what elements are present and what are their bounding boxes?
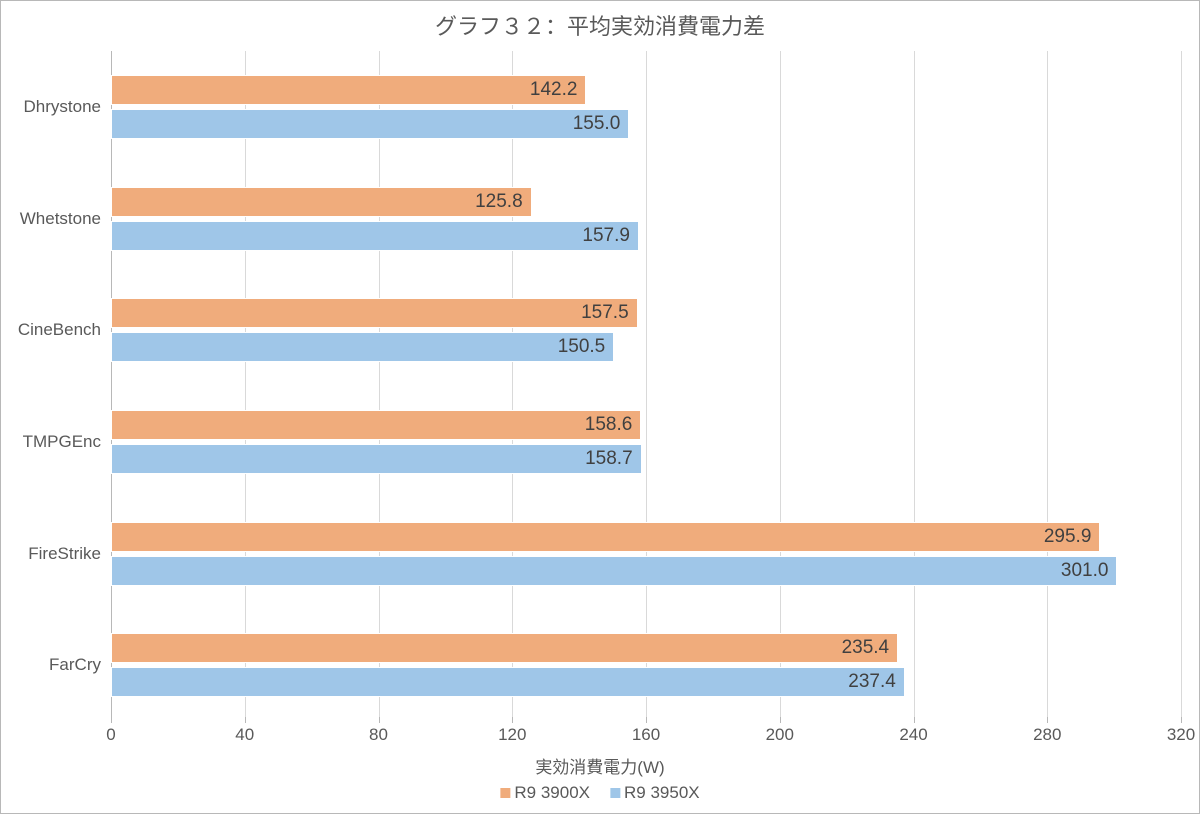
grid-line bbox=[379, 51, 380, 721]
x-tick-label: 80 bbox=[369, 725, 388, 745]
bar-r9-3950x: 158.7 bbox=[111, 444, 642, 474]
x-tick-mark bbox=[1181, 717, 1182, 723]
x-tick-mark bbox=[646, 717, 647, 723]
bar-value-label: 295.9 bbox=[1044, 526, 1092, 548]
x-tick-mark bbox=[780, 717, 781, 723]
bar-r9-3950x: 301.0 bbox=[111, 556, 1117, 586]
bar-value-label: 301.0 bbox=[1061, 560, 1109, 582]
bar-r9-3900x: 295.9 bbox=[111, 522, 1100, 552]
bar-r9-3900x: 142.2 bbox=[111, 75, 586, 105]
y-category-label: FireStrike bbox=[28, 544, 111, 564]
bar-r9-3950x: 157.9 bbox=[111, 221, 639, 251]
bar-value-label: 125.8 bbox=[475, 191, 523, 213]
bar-r9-3900x: 235.4 bbox=[111, 633, 898, 663]
x-tick-label: 0 bbox=[106, 725, 115, 745]
x-tick-label: 240 bbox=[899, 725, 927, 745]
grid-line bbox=[780, 51, 781, 721]
legend-swatch-icon bbox=[610, 788, 620, 798]
x-tick-mark bbox=[379, 717, 380, 723]
grid-line bbox=[512, 51, 513, 721]
y-category-label: FarCry bbox=[49, 655, 111, 675]
bar-r9-3950x: 155.0 bbox=[111, 109, 629, 139]
x-axis: 04080120160200240280320 bbox=[111, 721, 1181, 751]
bar-value-label: 157.9 bbox=[582, 225, 630, 247]
grid-line bbox=[914, 51, 915, 721]
legend: R9 3900X R9 3950X bbox=[500, 783, 699, 803]
bar-r9-3900x: 125.8 bbox=[111, 187, 532, 217]
x-tick-mark bbox=[111, 717, 112, 723]
bar-value-label: 158.6 bbox=[585, 414, 633, 436]
grid-line bbox=[1047, 51, 1048, 721]
grid-line bbox=[1181, 51, 1182, 721]
bar-r9-3900x: 157.5 bbox=[111, 298, 638, 328]
x-tick-label: 160 bbox=[632, 725, 660, 745]
bar-r9-3950x: 150.5 bbox=[111, 332, 614, 362]
x-tick-label: 320 bbox=[1167, 725, 1195, 745]
legend-label: R9 3950X bbox=[624, 783, 700, 803]
bar-value-label: 142.2 bbox=[530, 79, 578, 101]
bar-value-label: 237.4 bbox=[848, 671, 896, 693]
legend-item-r9-3950x: R9 3950X bbox=[610, 783, 700, 803]
bar-value-label: 235.4 bbox=[842, 637, 890, 659]
bar-r9-3900x: 158.6 bbox=[111, 410, 641, 440]
legend-swatch-icon bbox=[500, 788, 510, 798]
y-category-label: CineBench bbox=[18, 320, 111, 340]
plot-area: Dhrystone142.2155.0Whetstone125.8157.9Ci… bbox=[111, 51, 1181, 721]
x-tick-mark bbox=[914, 717, 915, 723]
y-axis-line bbox=[111, 51, 112, 721]
bar-value-label: 157.5 bbox=[581, 302, 629, 324]
x-tick-label: 280 bbox=[1033, 725, 1061, 745]
legend-item-r9-3900x: R9 3900X bbox=[500, 783, 590, 803]
x-tick-label: 40 bbox=[235, 725, 254, 745]
x-tick-label: 200 bbox=[766, 725, 794, 745]
x-tick-mark bbox=[245, 717, 246, 723]
bar-value-label: 150.5 bbox=[558, 336, 606, 358]
grid-line bbox=[646, 51, 647, 721]
x-tick-mark bbox=[1047, 717, 1048, 723]
y-category-label: Whetstone bbox=[20, 209, 111, 229]
y-category-label: Dhrystone bbox=[24, 97, 111, 117]
bar-r9-3950x: 237.4 bbox=[111, 667, 905, 697]
bar-value-label: 158.7 bbox=[585, 448, 633, 470]
x-axis-title: 実効消費電力(W) bbox=[535, 753, 664, 778]
chart-title: グラフ３２：平均実効消費電力差 bbox=[1, 1, 1199, 41]
y-category-label: TMPGEnc bbox=[23, 432, 111, 452]
x-tick-mark bbox=[512, 717, 513, 723]
bar-value-label: 155.0 bbox=[573, 113, 621, 135]
chart-container: グラフ３２：平均実効消費電力差 Dhrystone 142.2 155.0 Whets… bbox=[0, 0, 1200, 814]
grid-line bbox=[245, 51, 246, 721]
x-tick-label: 120 bbox=[498, 725, 526, 745]
legend-label: R9 3900X bbox=[514, 783, 590, 803]
